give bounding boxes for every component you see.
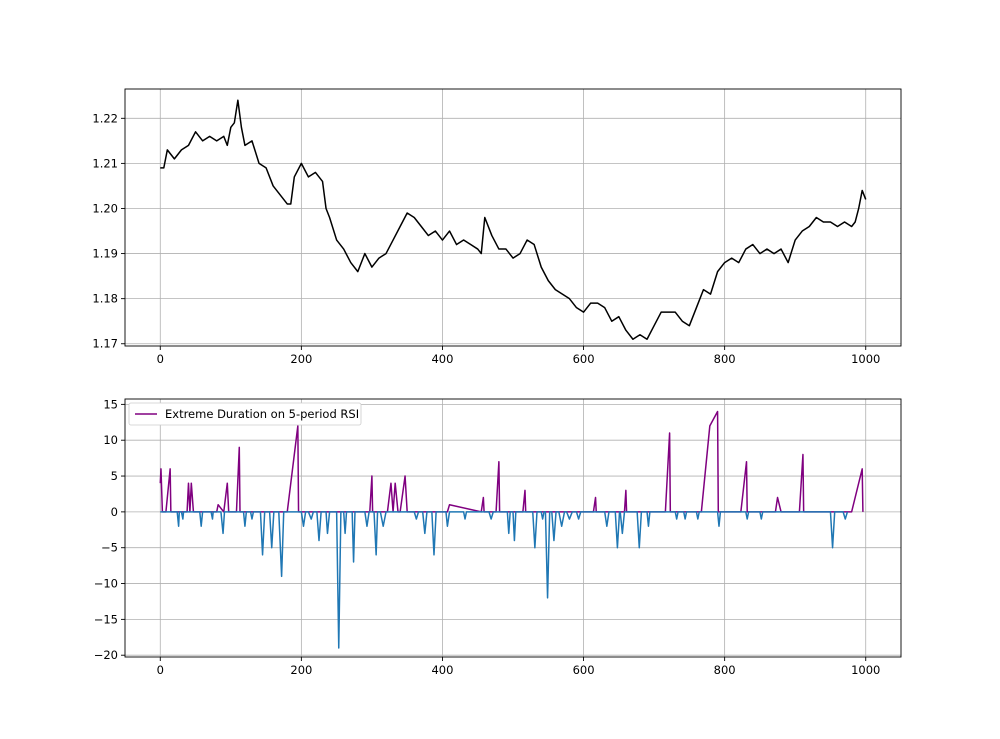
x-tick-label-2: 400 — [431, 663, 453, 677]
x-tick-label-1: 200 — [290, 663, 312, 677]
y-tick-label-2: −10 — [94, 577, 118, 591]
x-tick-label-0: 0 — [157, 352, 164, 366]
series-line-1 — [159, 410, 864, 513]
y-tick-label-7: 15 — [103, 397, 118, 411]
x-tick-label-3: 600 — [573, 352, 595, 366]
y-tick-label-5: 1.22 — [92, 111, 118, 125]
x-tick-label-5: 1000 — [851, 663, 880, 677]
series-line-1 — [160, 99, 867, 340]
x-tick-label-5: 1000 — [851, 352, 880, 366]
x-tick-label-2: 400 — [431, 352, 453, 366]
x-tick-label-4: 800 — [714, 663, 736, 677]
x-tick-label-0: 0 — [157, 663, 164, 677]
axes-frame — [124, 88, 902, 347]
y-tick-label-0: 1.17 — [92, 337, 118, 351]
axes-1: 0 200 400 600 800 1000 1.17 1.18 1.19 1.20 1.21 1.2… — [92, 88, 902, 366]
x-tick-label-1: 200 — [290, 352, 312, 366]
y-tick-label-3: 1.20 — [92, 201, 118, 215]
y-tick-label-4: 1.21 — [92, 156, 118, 170]
y-tick-label-1: 1.18 — [92, 292, 118, 306]
y-tick-label-3: −5 — [101, 541, 118, 555]
y-tick-label-4: 0 — [111, 505, 118, 519]
axes-frame — [124, 398, 902, 658]
x-tick-label-3: 600 — [573, 663, 595, 677]
legend-label: Extreme Duration on 5-period RSI — [165, 407, 359, 421]
y-tick-label-2: 1.19 — [92, 247, 118, 261]
y-tick-label-6: 10 — [103, 433, 118, 447]
legend-frame — [128, 402, 362, 426]
axes-2: 0 200 400 600 800 1000 −20 −15 −10 −5 0 5 10 15 Extrem… — [94, 397, 902, 677]
x-tick-label-4: 800 — [714, 352, 736, 366]
series-line-2 — [160, 511, 849, 649]
y-tick-label-5: 5 — [111, 469, 118, 483]
y-tick-label-1: −15 — [94, 612, 118, 626]
y-tick-label-0: −20 — [94, 648, 118, 662]
legend: Extreme Duration on 5-period RSI — [128, 402, 362, 426]
